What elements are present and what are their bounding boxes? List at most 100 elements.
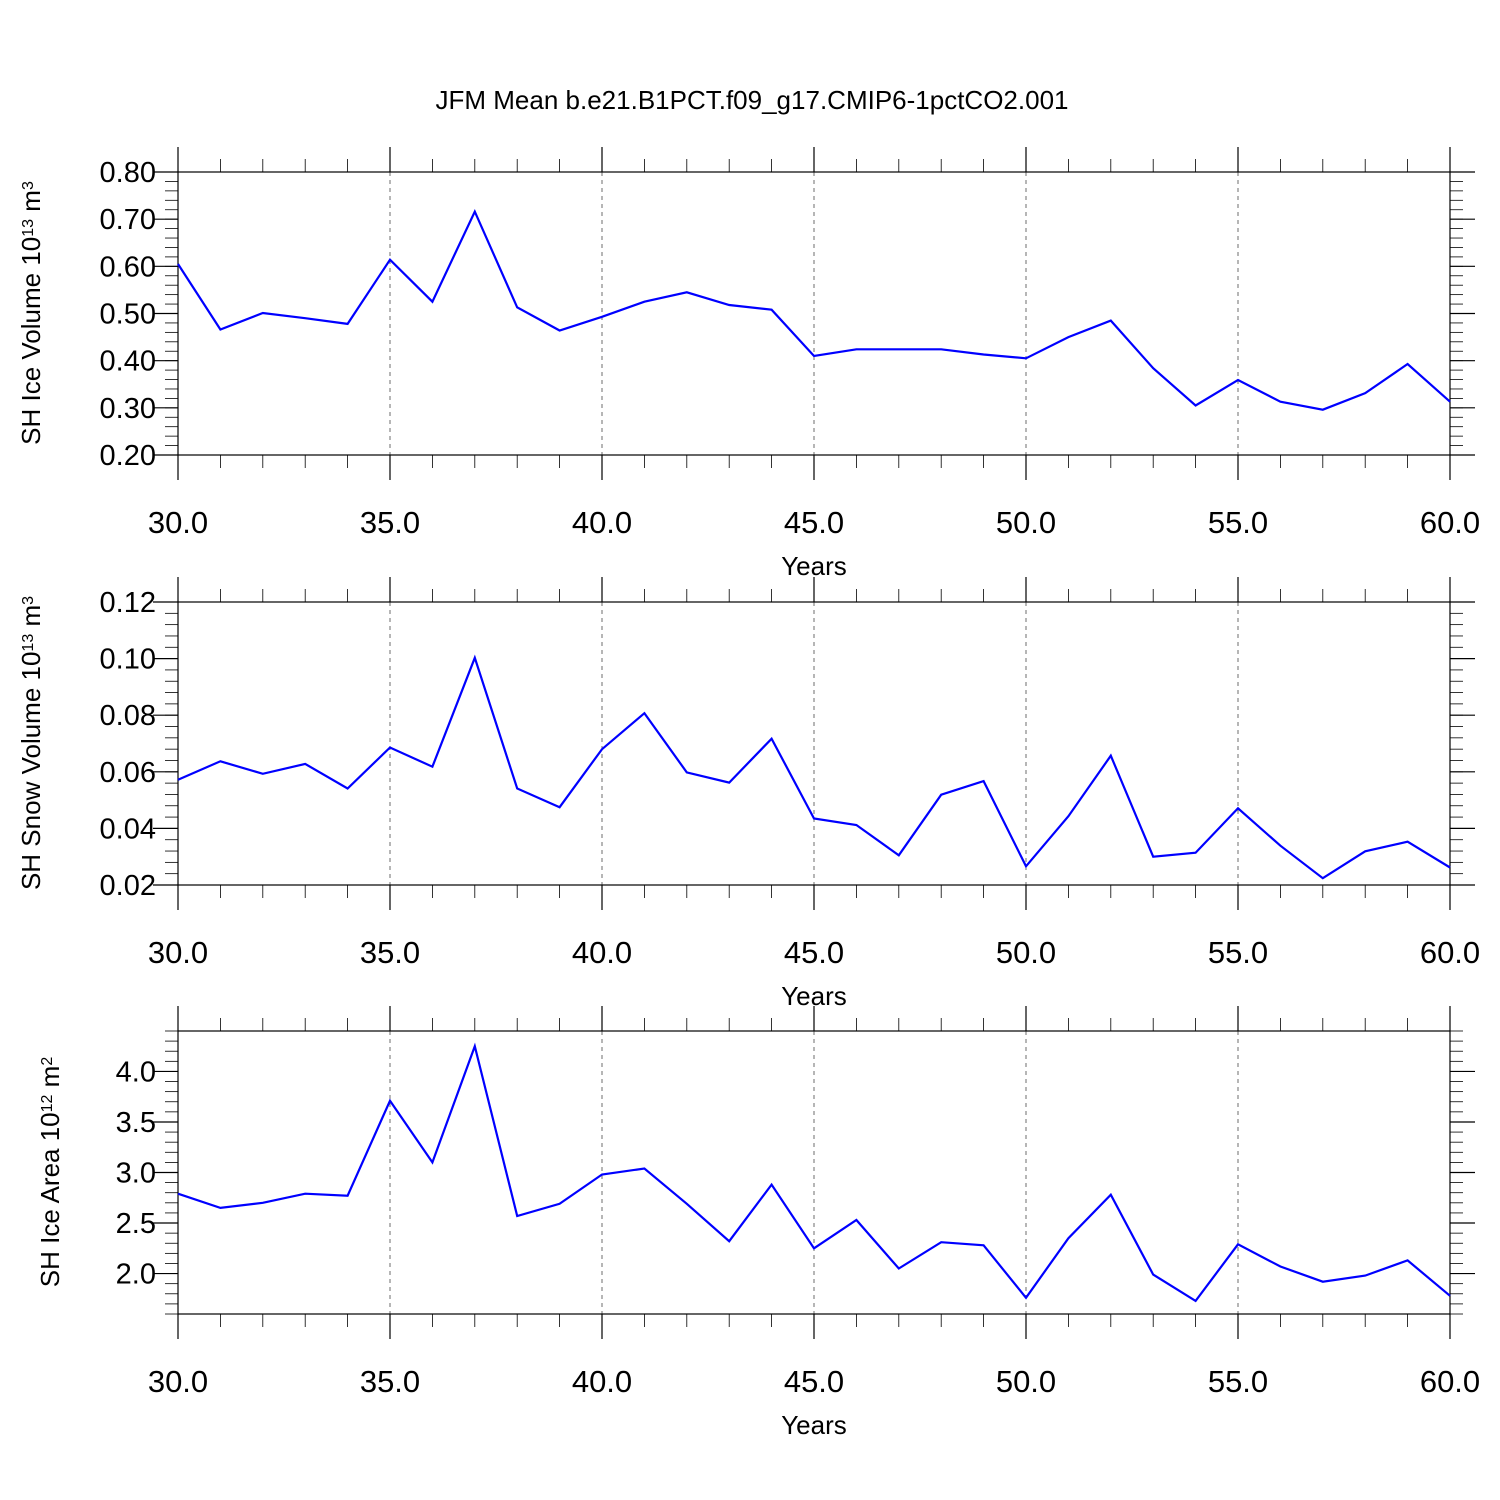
y-axis-label-exponent: 13: [20, 219, 37, 237]
data-point: [983, 780, 985, 782]
panel-2: 0.02 0.04 0.06 0.08 0.10 0.12 30.0 35.0 40.0 45.0…: [16, 577, 1480, 1011]
x-tick-label: 45.0: [784, 505, 844, 540]
data-point: [1407, 841, 1409, 843]
data-point: [516, 787, 518, 789]
data-point: [389, 746, 391, 748]
y-tick-label: 0.80: [100, 157, 156, 189]
x-tick-label: 40.0: [572, 1364, 632, 1399]
y-tick-label: 0.50: [100, 299, 156, 331]
data-point: [771, 1184, 773, 1186]
y-axis-label: SH Ice Volume 1013 m3: [16, 181, 46, 445]
data-point: [1025, 1297, 1027, 1299]
y-tick-label: 0.04: [100, 813, 156, 845]
x-tick-label: 55.0: [1208, 935, 1268, 970]
data-point: [1237, 379, 1239, 381]
data-point: [643, 301, 645, 303]
data-point: [262, 773, 264, 775]
data-point: [516, 306, 518, 308]
x-tick-label: 60.0: [1420, 1364, 1480, 1399]
data-point: [389, 259, 391, 261]
data-point: [728, 304, 730, 306]
data-point: [1110, 755, 1112, 757]
data-point: [431, 766, 433, 768]
y-axis-label-exponent: 13: [20, 634, 37, 652]
data-point: [1110, 319, 1112, 321]
y-tick-label: 0.10: [100, 644, 156, 676]
y-axis-label-unit: m: [16, 190, 46, 219]
y-tick-label: 3.0: [116, 1158, 156, 1190]
data-point: [1279, 1265, 1281, 1267]
data-point: [813, 355, 815, 357]
data-point: [1364, 392, 1366, 394]
data-point: [474, 211, 476, 213]
data-point: [643, 712, 645, 714]
panel-1: 0.20 0.30 0.40 0.50 0.60 0.70 0.80 30.0 35.0 40.0…: [16, 147, 1480, 581]
x-tick-label: 50.0: [996, 505, 1056, 540]
data-point: [771, 738, 773, 740]
x-tick-label: 30.0: [148, 505, 208, 540]
data-point: [1025, 357, 1027, 359]
data-point: [601, 1173, 603, 1175]
series-line: [177, 208, 1451, 411]
data-point: [559, 806, 561, 808]
data-point: [1322, 409, 1324, 411]
y-tick-label: 2.5: [116, 1208, 156, 1240]
data-point: [177, 1193, 179, 1195]
data-point: [898, 1267, 900, 1269]
y-axis-label-unit-exponent: 3: [20, 181, 37, 190]
series-line: [177, 654, 1451, 880]
y-axis-label-main: SH Snow Volume 10: [16, 652, 46, 890]
data-point: [1449, 866, 1451, 868]
data-point: [983, 353, 985, 355]
data-point: [940, 348, 942, 350]
y-tick-label: 0.08: [100, 700, 156, 732]
data-point: [177, 779, 179, 781]
data-point: [686, 1203, 688, 1205]
data-point: [347, 787, 349, 789]
data-point: [219, 328, 221, 330]
data-point: [1067, 336, 1069, 338]
y-tick-label: 0.60: [100, 251, 156, 283]
data-point: [643, 1167, 645, 1169]
data-point: [1279, 845, 1281, 847]
y-tick-label: 0.06: [100, 757, 156, 789]
data-point: [431, 1161, 433, 1163]
data-point: [855, 1219, 857, 1221]
data-point: [1152, 367, 1154, 369]
x-axis-label: Years: [781, 551, 847, 581]
data-point: [1152, 856, 1154, 858]
y-tick-label: 0.12: [100, 587, 156, 619]
y-axis-label-unit: m: [35, 1066, 65, 1095]
data-point: [1407, 363, 1409, 365]
y-tick-label: 0.02: [100, 870, 156, 902]
data-point: [1237, 1243, 1239, 1245]
x-tick-label: 35.0: [360, 935, 420, 970]
data-point: [347, 323, 349, 325]
data-point: [389, 1100, 391, 1102]
data-point: [1195, 1300, 1197, 1302]
data-point: [1449, 401, 1451, 403]
data-point: [728, 781, 730, 783]
x-tick-label: 60.0: [1420, 935, 1480, 970]
data-point: [1322, 1281, 1324, 1283]
series-line: [177, 1042, 1451, 1303]
data-point: [855, 824, 857, 826]
data-point: [559, 329, 561, 331]
x-tick-label: 60.0: [1420, 505, 1480, 540]
y-axis-label-exponent: 12: [39, 1094, 56, 1112]
data-point: [431, 301, 433, 303]
data-point: [1110, 1194, 1112, 1196]
x-tick-label: 35.0: [360, 505, 420, 540]
x-tick-label: 55.0: [1208, 1364, 1268, 1399]
data-point: [262, 1202, 264, 1204]
data-point: [1279, 401, 1281, 403]
data-point: [1067, 815, 1069, 817]
data-point: [898, 348, 900, 350]
data-point: [898, 854, 900, 856]
data-point: [940, 1241, 942, 1243]
data-point: [1322, 877, 1324, 879]
data-point: [1407, 1259, 1409, 1261]
y-axis-label-main: SH Ice Area 10: [35, 1112, 65, 1287]
x-tick-label: 50.0: [996, 935, 1056, 970]
panel-3: 2.0 2.5 3.0 3.5 4.0 30.0 35.0 40.0 45.0 50.0 55.0 6…: [35, 1006, 1480, 1440]
